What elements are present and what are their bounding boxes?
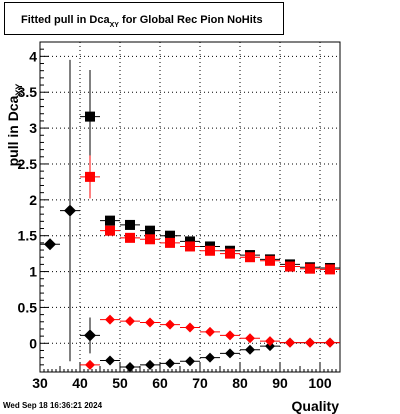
- square-marker: [225, 248, 235, 259]
- data-marks: [40, 59, 340, 372]
- x-axis-title: Quality: [292, 398, 340, 414]
- diamond-marker: [245, 333, 255, 344]
- diamond-marker: [225, 330, 235, 341]
- diamond-marker: [165, 319, 175, 330]
- plot-frame: [39, 41, 341, 373]
- y-tick-label: 3.5: [18, 84, 38, 100]
- diamond-marker: [105, 355, 115, 366]
- timestamp: Wed Sep 18 16:36:21 2024: [3, 401, 103, 410]
- x-tick-label: 100: [308, 375, 332, 391]
- y-axis-title-subscript: XY: [14, 84, 24, 96]
- y-tick-label: 0: [29, 335, 37, 351]
- diamond-marker: [145, 317, 155, 328]
- chart-title-subscript: XY: [109, 22, 119, 29]
- x-tick-label: 60: [152, 375, 168, 391]
- diamond-marker: [105, 314, 115, 325]
- square-marker: [125, 219, 135, 230]
- x-tick-label: 70: [192, 375, 208, 391]
- y-tick-label: 4: [29, 48, 37, 64]
- y-axis-title: pull in DcaXY: [5, 84, 24, 167]
- circle-marker: [84, 329, 96, 342]
- diamond-marker: [285, 337, 295, 348]
- square-marker: [165, 230, 175, 241]
- square-marker: [145, 225, 155, 236]
- y-tick-label: 3: [29, 120, 37, 136]
- diamond-marker: [85, 359, 95, 370]
- diamond-marker: [225, 348, 235, 359]
- diamond-marker: [145, 359, 155, 370]
- square-marker: [145, 234, 155, 245]
- y-tick-label: 1: [29, 264, 37, 280]
- x-tick-label: 30: [32, 375, 48, 391]
- diamond-marker: [185, 322, 195, 333]
- diamond-marker: [265, 341, 275, 352]
- square-marker: [265, 255, 275, 266]
- square-marker: [185, 241, 195, 252]
- square-marker: [165, 237, 175, 248]
- circle-marker: [64, 204, 76, 217]
- x-tick-label: 50: [112, 375, 128, 391]
- diamond-marker: [305, 337, 315, 348]
- diamond-marker: [205, 352, 215, 363]
- square-marker: [305, 263, 315, 274]
- diamond-marker: [205, 326, 215, 337]
- square-marker: [205, 245, 215, 256]
- diamond-marker: [245, 344, 255, 355]
- diamond-marker: [165, 358, 175, 369]
- square-marker: [245, 252, 255, 263]
- square-marker: [85, 171, 95, 182]
- diamond-marker: [125, 316, 135, 327]
- chart-title: Fitted pull in DcaXY for Global Rec Pion…: [21, 14, 263, 29]
- axis-ticks: 30 40 50 60 70 80 90 100 0 0.5 1 1.5 2 2.5 3 3.5 4: [18, 41, 341, 391]
- diamond-marker: [185, 356, 195, 367]
- diamond-marker: [125, 361, 135, 372]
- square-marker: [105, 215, 115, 226]
- chart-title-main: Fitted pull in Dca: [21, 14, 110, 26]
- diamond-marker: [265, 336, 275, 347]
- square-marker: [285, 261, 295, 272]
- grid: [39, 42, 340, 372]
- y-tick-label: 1.5: [18, 228, 38, 244]
- square-marker: [85, 111, 95, 122]
- square-marker: [125, 232, 135, 243]
- square-marker: [105, 225, 115, 236]
- y-tick-label: 0.5: [18, 299, 38, 315]
- y-tick-label: 2: [29, 192, 37, 208]
- square-marker: [325, 264, 335, 275]
- y-tick-label: 2.5: [18, 156, 38, 172]
- diamond-marker: [325, 337, 335, 348]
- x-tick-label: 90: [272, 375, 288, 391]
- y-axis-title-main: pull in Dca: [5, 95, 21, 166]
- square-marker: [185, 236, 195, 247]
- chart-title-suffix: for Global Rec Pion NoHits: [118, 14, 263, 26]
- circle-marker: [44, 238, 56, 251]
- x-tick-label: 80: [232, 375, 248, 391]
- x-tick-label: 40: [72, 375, 88, 391]
- title-box: Fitted pull in DcaXY for Global Rec Pion…: [4, 2, 284, 35]
